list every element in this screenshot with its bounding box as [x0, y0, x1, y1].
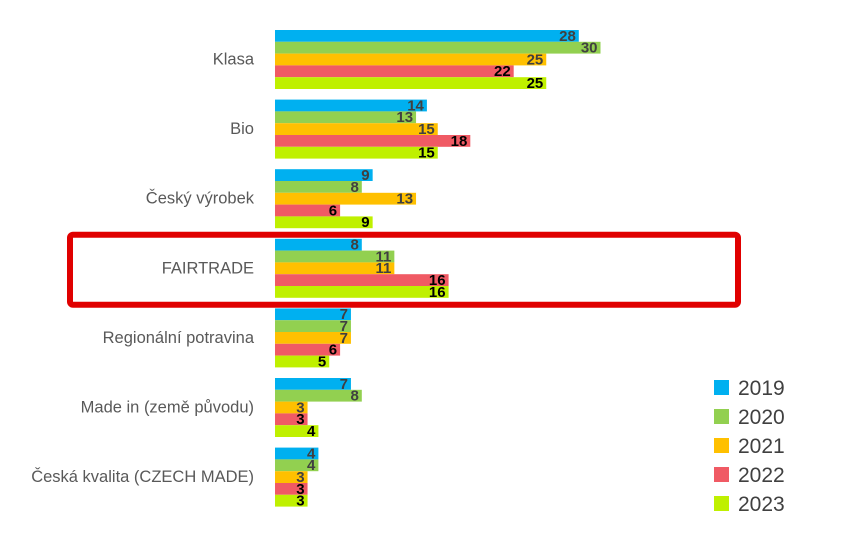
bar-cesky-vyrobek-2021	[275, 192, 417, 205]
value-label-klasa-2023: 25	[527, 75, 544, 92]
value-label-fairtrade-2022: 16	[429, 272, 446, 289]
bar-bio-2019	[275, 99, 427, 112]
bar-fairtrade-2022	[275, 274, 449, 286]
value-label-made-in-zeme-puvodu-2023: 4	[307, 423, 316, 440]
value-label-bio-2020: 13	[396, 109, 413, 126]
value-label-ceska-kvalita-czech-made-2020: 4	[307, 457, 316, 474]
bar-fairtrade-2021	[275, 262, 395, 275]
bar-klasa-2021	[275, 53, 547, 66]
value-label-klasa-2022: 22	[494, 63, 511, 80]
value-label-made-in-zeme-puvodu-2021: 3	[296, 399, 304, 416]
value-label-ceska-kvalita-czech-made-2022: 3	[296, 481, 304, 498]
bar-fairtrade-2020	[275, 250, 395, 263]
value-label-bio-2019: 14	[407, 97, 424, 114]
bar-regionalni-potravina-2021	[275, 332, 351, 344]
bar-fairtrade-2023	[275, 286, 449, 298]
highlight-box-fairtrade	[67, 231, 741, 308]
bar-ceska-kvalita-czech-made-2021	[275, 471, 308, 483]
bar-made-in-zeme-puvodu-2021	[275, 401, 308, 414]
bar-ceska-kvalita-czech-made-2022	[275, 483, 308, 495]
category-label-klasa: Klasa	[213, 51, 255, 69]
legend-swatch-2023	[714, 496, 729, 511]
value-label-ceska-kvalita-czech-made-2019: 4	[307, 445, 316, 462]
bar-bio-2022	[275, 135, 471, 147]
bar-made-in-zeme-puvodu-2019	[275, 378, 351, 390]
value-label-cesky-vyrobek-2023: 9	[361, 214, 369, 231]
highlight-layer	[67, 231, 741, 308]
value-label-klasa-2021: 25	[527, 51, 544, 68]
category-label-bio: Bio	[230, 120, 254, 138]
value-label-klasa-2019: 28	[559, 28, 576, 45]
value-label-klasa-2020: 30	[581, 40, 598, 57]
value-label-made-in-zeme-puvodu-2019: 7	[340, 376, 348, 393]
bar-cesky-vyrobek-2019	[275, 169, 373, 181]
value-label-cesky-vyrobek-2022: 6	[329, 202, 337, 219]
bar-cesky-vyrobek-2022	[275, 204, 341, 217]
legend-swatch-2020	[714, 409, 729, 424]
value-label-regionalni-potravina-2019: 7	[340, 306, 348, 323]
value-label-cesky-vyrobek-2019: 9	[361, 167, 369, 184]
bar-klasa-2022	[275, 65, 514, 78]
bar-bio-2021	[275, 123, 438, 135]
value-label-fairtrade-2021: 11	[375, 260, 391, 277]
bar-made-in-zeme-puvodu-2022	[275, 413, 308, 426]
legend-label-2022: 2022	[738, 464, 785, 487]
bar-cesky-vyrobek-2023	[275, 216, 373, 229]
bar-bio-2020	[275, 111, 417, 124]
legend-label-2021: 2021	[738, 435, 785, 458]
value-label-regionalni-potravina-2023: 5	[318, 353, 326, 370]
value-label-bio-2022: 18	[451, 133, 468, 150]
legend-swatch-2019	[714, 380, 729, 395]
bar-regionalni-potravina-2022	[275, 343, 341, 356]
bar-fairtrade-2019	[275, 238, 362, 251]
value-label-ceska-kvalita-czech-made-2023: 3	[296, 493, 304, 510]
bar-regionalni-potravina-2023	[275, 355, 330, 368]
bar-klasa-2020	[275, 41, 601, 54]
bar-ceska-kvalita-czech-made-2019	[275, 447, 319, 460]
value-label-made-in-zeme-puvodu-2022: 3	[296, 411, 304, 428]
category-label-made-in-zeme-puvodu: Made in (země původu)	[81, 399, 254, 417]
category-label-cesky-vyrobek: Český výrobek	[146, 189, 255, 208]
value-label-bio-2023: 15	[418, 145, 435, 162]
value-labels-layer: 2830252225141315181598136981111161677765…	[296, 28, 597, 510]
bar-cesky-vyrobek-2020	[275, 181, 362, 193]
bar-regionalni-potravina-2020	[275, 320, 351, 332]
legend-label-2023: 2023	[738, 493, 785, 516]
legend-label-2020: 2020	[738, 406, 785, 429]
bar-made-in-zeme-puvodu-2023	[275, 425, 319, 437]
bars-layer	[275, 30, 601, 507]
category-labels-layer: Klasa Bio Český výrobek FAIRTRADE Regionální…	[31, 51, 255, 487]
bar-klasa-2023	[275, 77, 547, 89]
value-label-fairtrade-2023: 16	[429, 284, 446, 301]
value-label-fairtrade-2019: 8	[350, 237, 358, 254]
value-label-cesky-vyrobek-2020: 8	[350, 179, 358, 196]
legend-swatch-2021	[714, 438, 729, 453]
value-label-bio-2021: 15	[418, 121, 435, 138]
bar-bio-2023	[275, 146, 438, 159]
legend: 2019 2020 2021 2022 2023	[714, 377, 785, 516]
value-label-made-in-zeme-puvodu-2020: 8	[350, 388, 358, 405]
value-label-regionalni-potravina-2022: 6	[329, 342, 337, 359]
value-label-regionalni-potravina-2020: 7	[340, 318, 348, 335]
category-label-ceska-kvalita-czech-made: Česká kvalita (CZECH MADE)	[31, 467, 254, 486]
legend-swatch-2022	[714, 467, 729, 482]
legend-label-2019: 2019	[738, 377, 785, 400]
bar-made-in-zeme-puvodu-2020	[275, 389, 362, 402]
value-label-regionalni-potravina-2021: 7	[340, 330, 348, 347]
value-label-fairtrade-2020: 11	[375, 248, 391, 265]
bar-klasa-2019	[275, 30, 579, 42]
category-label-regionalni-potravina: Regionální potravina	[103, 329, 255, 347]
value-label-ceska-kvalita-czech-made-2021: 3	[296, 469, 304, 486]
bar-regionalni-potravina-2019	[275, 308, 351, 321]
value-label-cesky-vyrobek-2021: 13	[396, 191, 413, 208]
category-label-fairtrade: FAIRTRADE	[162, 259, 254, 277]
bar-ceska-kvalita-czech-made-2020	[275, 459, 319, 472]
bar-ceska-kvalita-czech-made-2023	[275, 494, 308, 507]
